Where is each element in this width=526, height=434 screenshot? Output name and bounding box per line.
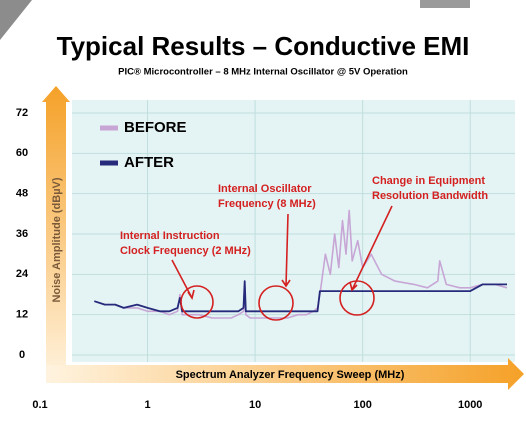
y-tick-label: 60: [16, 147, 28, 159]
callout-circle: [180, 285, 214, 319]
x-tick-label: 0.1: [32, 399, 47, 411]
annotation: Resolution Bandwidth: [372, 190, 488, 202]
callout-circles: [171, 205, 393, 321]
y-tick-label: 36: [16, 228, 28, 240]
corner-decoration: [420, 0, 470, 8]
y-tick-label: 24: [16, 268, 29, 280]
chart-title: Typical Results – Conductive EMI: [57, 31, 470, 61]
x-axis-label: Spectrum Analyzer Frequency Sweep (MHz): [176, 369, 405, 381]
callout-circle: [258, 285, 294, 321]
callout-arrow: [171, 259, 195, 300]
annotation: Change in Equipment: [372, 175, 485, 187]
annotation: Frequency (8 MHz): [218, 198, 316, 210]
chart-subtitle: PIC® Microcontroller – 8 MHz Internal Os…: [118, 67, 408, 78]
y-axis-label: Noise Amplitude (dBµV): [51, 177, 63, 302]
callout-arrow: [281, 213, 291, 288]
annotation: Internal Oscillator: [218, 183, 312, 195]
corner-decoration: [0, 0, 32, 40]
x-tick-label: 1000: [458, 399, 482, 411]
y-tick-label: 48: [16, 188, 28, 200]
y-tick-label: 0: [19, 349, 25, 361]
plot-background: [72, 100, 515, 362]
legend-label: AFTER: [124, 154, 174, 171]
legend-label: BEFORE: [124, 119, 187, 136]
series-line: [94, 280, 507, 313]
annotation: Clock Frequency (2 MHz): [120, 245, 251, 257]
y-tick-label: 12: [16, 309, 28, 321]
x-tick-label: 10: [249, 399, 261, 411]
x-axis-arrow: [46, 358, 524, 390]
callout-arrow: [349, 205, 393, 292]
x-tick-label: 100: [353, 399, 371, 411]
x-tick-label: 1: [144, 399, 150, 411]
y-axis-arrow: [42, 86, 70, 382]
y-tick-label: 72: [16, 107, 28, 119]
annotation: Internal Instruction: [120, 230, 220, 242]
